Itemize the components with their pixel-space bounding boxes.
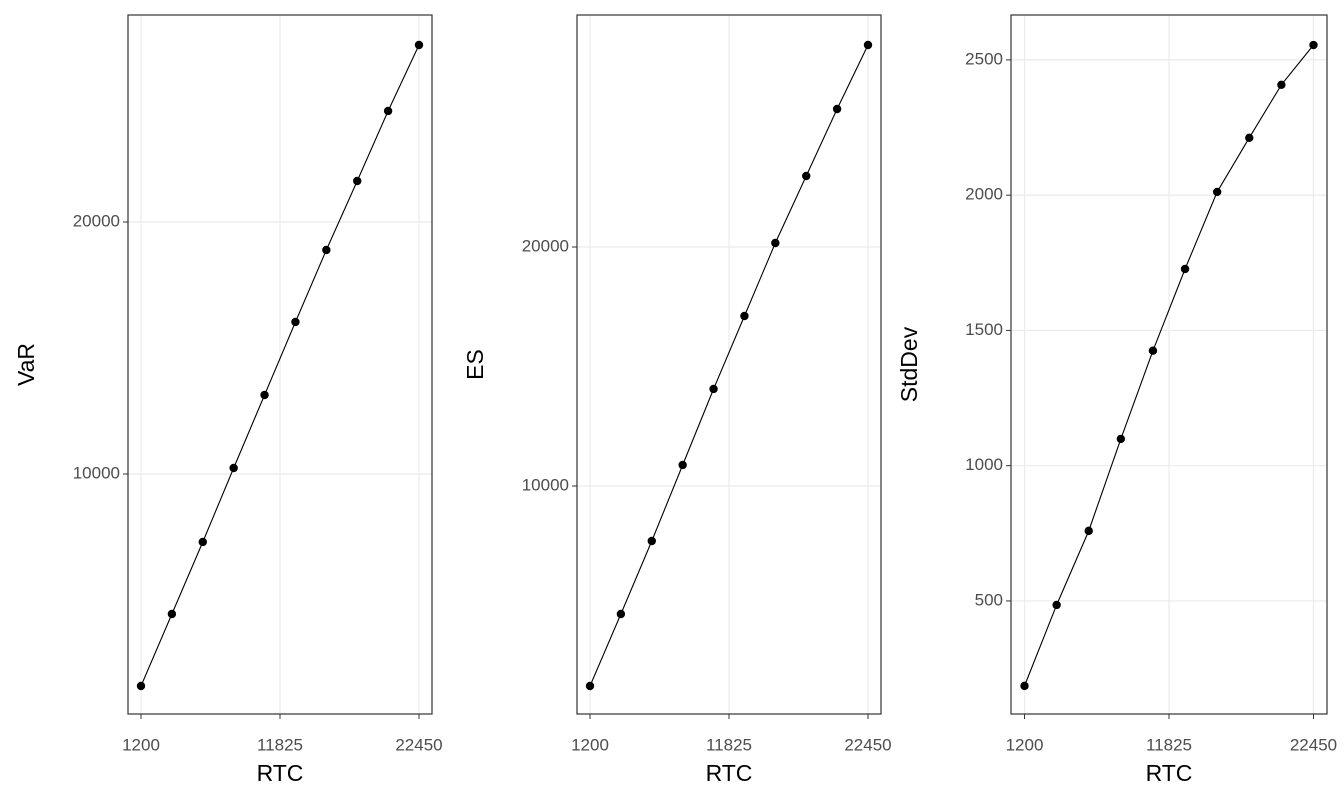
data-point xyxy=(1277,80,1286,89)
data-point xyxy=(1212,187,1222,197)
data-point xyxy=(863,40,873,50)
x-tick-label: 1200 xyxy=(122,735,160,754)
data-point xyxy=(1084,526,1093,536)
x-tick-label: 11825 xyxy=(706,735,752,754)
data-point xyxy=(1052,600,1061,610)
data-line xyxy=(140,44,420,687)
x-axis-title: RTC xyxy=(706,760,753,786)
data-point xyxy=(198,537,207,547)
x-tick-label: 11825 xyxy=(257,735,303,754)
data-point xyxy=(383,106,393,116)
y-tick-label: 20000 xyxy=(73,211,120,230)
data-point xyxy=(1020,681,1029,691)
y-tick-label: 2000 xyxy=(965,185,1003,204)
panel-border xyxy=(1010,14,1328,715)
data-point xyxy=(1180,264,1190,274)
x-tick-label: 22450 xyxy=(844,735,891,754)
panel-border xyxy=(127,14,433,715)
data-point xyxy=(1309,40,1318,50)
data-line xyxy=(589,44,869,687)
y-tick-label: 1500 xyxy=(965,320,1003,339)
y-axis-title: StdDev xyxy=(896,326,922,402)
y-axis-title: VaR xyxy=(13,343,39,386)
data-point xyxy=(167,609,177,619)
x-tick-label: 11825 xyxy=(1146,735,1192,754)
data-point xyxy=(709,384,718,394)
x-tick-label: 22450 xyxy=(1290,735,1337,754)
y-tick-label: 10000 xyxy=(522,475,569,494)
y-tick-label: 2500 xyxy=(965,49,1003,68)
data-point xyxy=(585,681,595,691)
data-point xyxy=(353,176,362,186)
data-point xyxy=(740,311,749,321)
y-tick-label: 10000 xyxy=(73,463,120,482)
y-tick-label: 1000 xyxy=(965,455,1003,474)
data-point xyxy=(616,609,626,619)
data-point xyxy=(414,40,424,50)
y-tick-label: 500 xyxy=(975,590,1003,609)
data-point xyxy=(832,104,842,114)
y-tick-label: 20000 xyxy=(522,236,569,255)
data-point xyxy=(260,390,269,400)
data-point xyxy=(1148,346,1158,355)
data-line xyxy=(1024,44,1314,687)
x-axis-title: RTC xyxy=(257,760,304,786)
data-point xyxy=(678,460,687,470)
data-point xyxy=(1245,133,1254,143)
y-axis-title: ES xyxy=(462,349,488,380)
data-point xyxy=(802,171,811,181)
data-point xyxy=(1116,434,1126,444)
data-point xyxy=(291,317,300,327)
x-tick-label: 1200 xyxy=(571,735,609,754)
panel-border xyxy=(576,14,882,715)
x-tick-label: 1200 xyxy=(1006,735,1044,754)
x-axis-title: RTC xyxy=(1146,760,1193,786)
data-point xyxy=(229,463,238,473)
x-tick-label: 22450 xyxy=(395,735,442,754)
data-point xyxy=(771,238,780,248)
data-point xyxy=(322,245,331,255)
data-point xyxy=(136,681,146,691)
data-point xyxy=(647,536,656,546)
